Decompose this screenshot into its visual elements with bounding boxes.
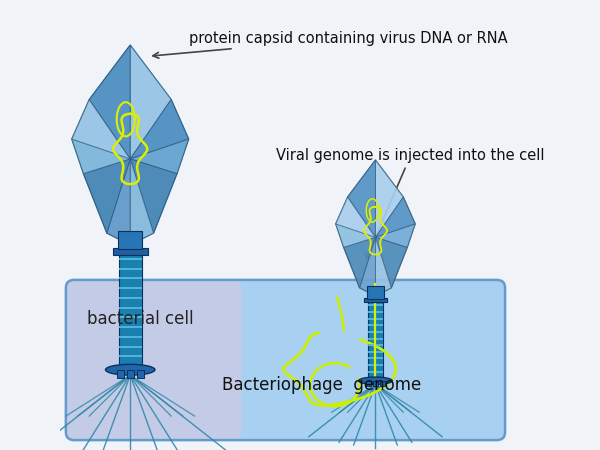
- Polygon shape: [130, 99, 189, 159]
- Polygon shape: [376, 197, 415, 237]
- Polygon shape: [89, 45, 130, 159]
- Polygon shape: [376, 160, 403, 237]
- Text: bacterial cell: bacterial cell: [88, 310, 194, 328]
- FancyBboxPatch shape: [119, 249, 142, 366]
- FancyBboxPatch shape: [368, 299, 383, 378]
- Polygon shape: [72, 45, 189, 245]
- Polygon shape: [376, 224, 415, 248]
- Polygon shape: [335, 197, 376, 237]
- Polygon shape: [344, 237, 376, 288]
- FancyBboxPatch shape: [66, 280, 505, 440]
- FancyBboxPatch shape: [113, 248, 148, 255]
- Polygon shape: [130, 159, 154, 245]
- FancyBboxPatch shape: [380, 381, 385, 386]
- Ellipse shape: [359, 377, 392, 384]
- Polygon shape: [72, 139, 130, 174]
- Polygon shape: [335, 224, 376, 248]
- Polygon shape: [376, 237, 407, 288]
- Polygon shape: [130, 45, 171, 159]
- FancyBboxPatch shape: [364, 298, 388, 302]
- Polygon shape: [335, 160, 415, 296]
- Text: protein capsid containing virus DNA or RNA: protein capsid containing virus DNA or R…: [153, 31, 508, 58]
- Polygon shape: [72, 99, 130, 159]
- FancyBboxPatch shape: [366, 381, 371, 386]
- Polygon shape: [107, 159, 130, 245]
- Text: Viral genome is injected into the cell: Viral genome is injected into the cell: [277, 148, 545, 259]
- FancyBboxPatch shape: [118, 231, 142, 249]
- Polygon shape: [130, 139, 189, 174]
- FancyBboxPatch shape: [367, 287, 384, 299]
- FancyBboxPatch shape: [127, 370, 134, 378]
- FancyBboxPatch shape: [117, 370, 124, 378]
- FancyBboxPatch shape: [137, 370, 144, 378]
- Polygon shape: [130, 159, 177, 233]
- Polygon shape: [347, 160, 376, 237]
- Polygon shape: [376, 237, 391, 296]
- FancyBboxPatch shape: [67, 281, 241, 439]
- Polygon shape: [83, 159, 130, 233]
- FancyBboxPatch shape: [373, 381, 378, 386]
- Text: Bacteriophage  genome: Bacteriophage genome: [223, 376, 422, 394]
- Ellipse shape: [106, 364, 155, 375]
- Polygon shape: [359, 237, 376, 296]
